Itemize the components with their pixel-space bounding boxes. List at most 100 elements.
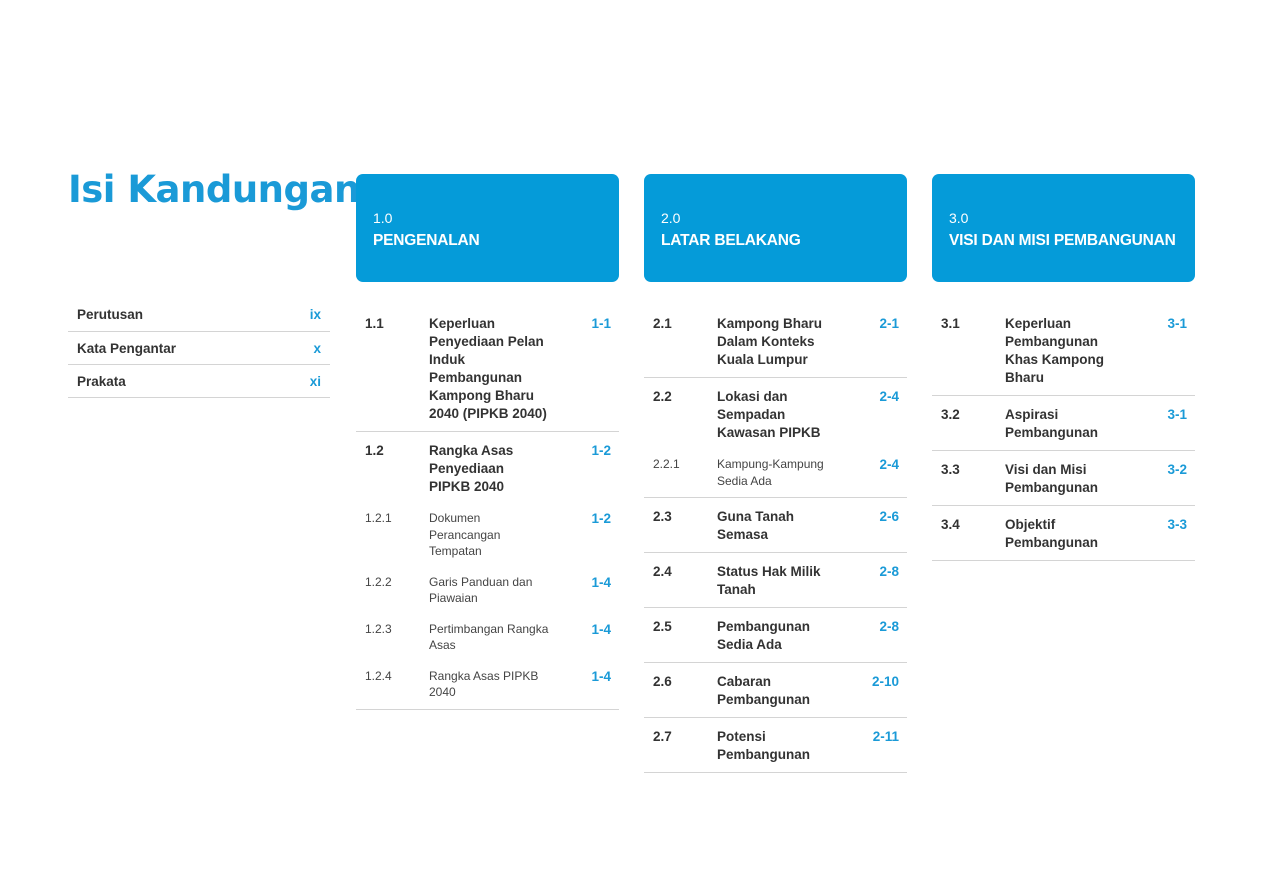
chapter-header[interactable]: 1.0 PENGENALAN (356, 174, 619, 282)
subentry-number: 1.2.2 (365, 574, 392, 589)
page-title: Isi Kandungan (68, 168, 360, 211)
chapter-number: 2.0 (661, 210, 681, 226)
entry-page: 3-1 (1167, 407, 1187, 422)
subentry-page: 2-4 (879, 457, 899, 472)
prelim-item-perutusan[interactable]: Perutusan ix (68, 298, 330, 331)
subentry-number: 1.2.1 (365, 511, 392, 525)
toc-entry[interactable]: 3.4 Objektif Pembangunan 3-3 (932, 516, 1195, 552)
chapter-entries: 1.1 Keperluan Penyediaan Pelan Induk Pemb… (356, 305, 619, 710)
chapter-title: PENGENALAN (373, 232, 480, 249)
toc-entry[interactable]: 2.6 Cabaran Pembangunan 2-10 (644, 673, 907, 709)
entry-number: 2.1 (653, 316, 672, 331)
chapter-column: 1.0 PENGENALAN 1.1 Keperluan Penyediaan Pel… (356, 174, 619, 710)
entry-page: 2-6 (879, 509, 899, 524)
chapter-number: 1.0 (373, 210, 393, 226)
toc-subentry[interactable]: 2.2.1 Kampung-Kampung Sedia Ada 2-4 (644, 456, 907, 489)
toc-entry[interactable]: 3.3 Visi dan Misi Pembangunan 3-2 (932, 461, 1195, 497)
entry-page: 1-2 (591, 443, 611, 458)
entry-number: 3.3 (941, 462, 960, 477)
entry-number: 3.4 (941, 517, 960, 532)
toc-subentry[interactable]: 1.2.3 Pertimbangan Rangka Asas 1-4 (356, 621, 619, 654)
entry-title: Keperluan Penyediaan Pelan Induk Pembang… (429, 316, 547, 421)
toc-subentry[interactable]: 1.2.1 Dokumen Perancangan Tempatan 1-2 (356, 510, 619, 560)
toc-section: 2.6 Cabaran Pembangunan 2-10 (644, 663, 907, 718)
subentry-number: 1.2.4 (365, 668, 392, 683)
toc-entry[interactable]: 2.1 Kampong Bharu Dalam Konteks Kuala Lum… (644, 315, 907, 369)
toc-entry[interactable]: 2.2 Lokasi dan Sempadan Kawasan PIPKB 2-4 (644, 388, 907, 442)
entry-title: Visi dan Misi Pembangunan (1005, 462, 1099, 495)
entry-page: 3-1 (1167, 316, 1187, 331)
entry-title: Aspirasi Pembangunan (1005, 407, 1099, 440)
toc-subentry[interactable]: 1.2.2 Garis Panduan dan Piawaian 1-4 (356, 574, 619, 607)
entry-title: Cabaran Pembangunan (717, 674, 811, 707)
subentry-page: 1-4 (591, 621, 611, 637)
prelim-page: ix (309, 307, 321, 322)
toc-section: 3.2 Aspirasi Pembangunan 3-1 (932, 396, 1195, 451)
subentry-page: 1-4 (591, 574, 611, 590)
toc-entry[interactable]: 3.1 Keperluan Pembangunan Khas Kampong Bh… (932, 315, 1195, 387)
chapter-entries: 2.1 Kampong Bharu Dalam Konteks Kuala Lum… (644, 305, 907, 773)
chapter-header[interactable]: 3.0 VISI DAN MISI PEMBANGUNAN (932, 174, 1195, 282)
toc-section: 3.3 Visi dan Misi Pembangunan 3-2 (932, 451, 1195, 506)
entry-page: 2-8 (879, 619, 899, 634)
entry-number: 2.6 (653, 674, 672, 689)
entry-number: 3.1 (941, 316, 960, 331)
chapter-column: 3.0 VISI DAN MISI PEMBANGUNAN 3.1 Keperluan… (932, 174, 1195, 561)
subentry-title: Garis Panduan dan Piawaian (429, 574, 533, 606)
subentry-number: 1.2.3 (365, 621, 392, 636)
toc-subentry[interactable]: 1.2.4 Rangka Asas PIPKB 2040 1-4 (356, 668, 619, 701)
toc-entry[interactable]: 2.7 Potensi Pembangunan 2-11 (644, 728, 907, 764)
prelims-list: Perutusan ix Kata Pengantar x Prakata xi (68, 298, 330, 398)
toc-section: 2.3 Guna Tanah Semasa 2-6 (644, 498, 907, 553)
toc-entry[interactable]: 1.2 Rangka Asas Penyediaan PIPKB 2040 1-2 (356, 442, 619, 496)
toc-section: 2.4 Status Hak Milik Tanah 2-8 (644, 553, 907, 608)
entry-page: 2-11 (872, 729, 899, 744)
entry-number: 3.2 (941, 407, 960, 422)
prelim-item-kata-pengantar[interactable]: Kata Pengantar x (68, 331, 330, 364)
toc-section: 3.4 Objektif Pembangunan 3-3 (932, 506, 1195, 561)
entry-page: 1-1 (591, 316, 611, 331)
entry-page: 2-8 (879, 564, 899, 579)
chapter-column: 2.0 LATAR BELAKANG 2.1 Kampong Bharu Dalam … (644, 174, 907, 773)
entry-title: Rangka Asas Penyediaan PIPKB 2040 (429, 443, 514, 494)
subentry-number: 2.2.1 (653, 457, 680, 471)
chapter-title: LATAR BELAKANG (661, 232, 801, 249)
entry-page: 3-2 (1167, 462, 1187, 477)
entry-title: Potensi Pembangunan (717, 729, 811, 762)
prelim-label: Perutusan (77, 307, 144, 322)
entry-title: Kampong Bharu Dalam Konteks Kuala Lumpur (717, 316, 823, 367)
entry-title: Status Hak Milik Tanah (717, 564, 821, 597)
prelim-label: Prakata (77, 373, 126, 389)
toc-section: 2.1 Kampong Bharu Dalam Konteks Kuala Lum… (644, 305, 907, 378)
toc-entry[interactable]: 1.1 Keperluan Penyediaan Pelan Induk Pemb… (356, 315, 619, 423)
toc-section: 1.1 Keperluan Penyediaan Pelan Induk Pemb… (356, 305, 619, 432)
entry-page: 3-3 (1167, 517, 1187, 532)
chapter-header[interactable]: 2.0 LATAR BELAKANG (644, 174, 907, 282)
entry-title: Pembangunan Sedia Ada (717, 619, 811, 652)
entry-number: 1.2 (365, 443, 384, 458)
prelim-item-prakata[interactable]: Prakata xi (68, 364, 330, 397)
toc-entry[interactable]: 2.4 Status Hak Milik Tanah 2-8 (644, 563, 907, 599)
prelim-page: xi (309, 373, 321, 389)
toc-section: 2.7 Potensi Pembangunan 2-11 (644, 718, 907, 773)
entry-title: Lokasi dan Sempadan Kawasan PIPKB (717, 389, 821, 440)
entry-number: 2.2 (653, 389, 672, 404)
entry-number: 1.1 (365, 316, 384, 331)
toc-entry[interactable]: 3.2 Aspirasi Pembangunan 3-1 (932, 406, 1195, 442)
toc-entry[interactable]: 2.3 Guna Tanah Semasa 2-6 (644, 508, 907, 544)
toc-entry[interactable]: 2.5 Pembangunan Sedia Ada 2-8 (644, 618, 907, 654)
subentry-title: Kampung-Kampung Sedia Ada (717, 457, 824, 488)
entry-number: 2.7 (653, 729, 672, 744)
subentry-page: 1-2 (591, 511, 611, 526)
subentry-page: 1-4 (591, 668, 611, 684)
entry-number: 2.3 (653, 509, 672, 524)
entry-title: Guna Tanah Semasa (717, 509, 795, 542)
entry-page: 2-4 (879, 389, 899, 404)
toc-section: 1.2 Rangka Asas Penyediaan PIPKB 2040 1-2 1… (356, 432, 619, 710)
subentry-title: Dokumen Perancangan Tempatan (429, 511, 501, 558)
subentry-title: Rangka Asas PIPKB 2040 (429, 668, 539, 700)
prelim-page: x (313, 340, 321, 356)
chapter-entries: 3.1 Keperluan Pembangunan Khas Kampong Bh… (932, 305, 1195, 561)
entry-number: 2.5 (653, 619, 672, 634)
prelim-label: Kata Pengantar (77, 340, 177, 356)
